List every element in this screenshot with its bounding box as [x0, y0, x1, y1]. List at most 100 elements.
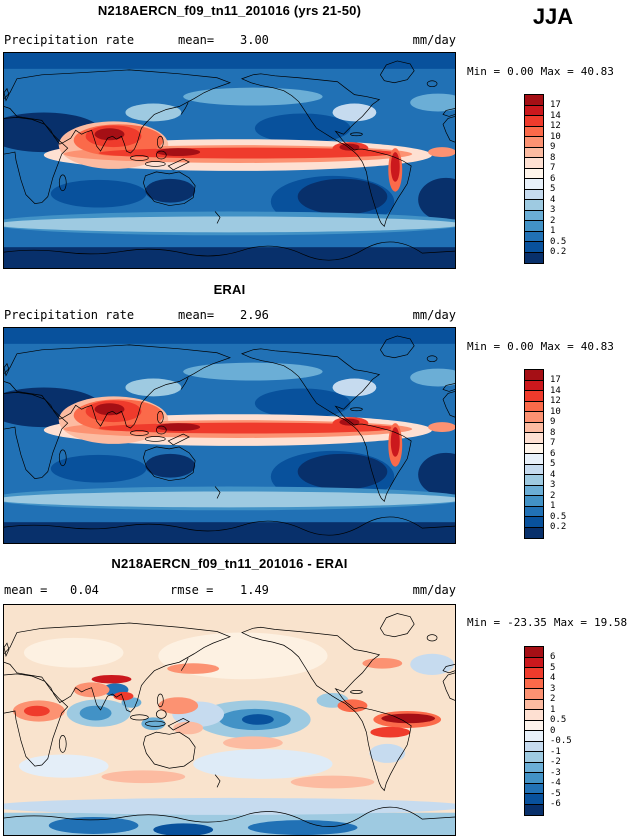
colorbar-cell — [525, 678, 543, 689]
min-value: 0.00 — [507, 65, 534, 78]
colorbar-cell — [525, 126, 543, 137]
colorbar-cell — [525, 443, 543, 454]
colorbar-tick-label: 9 — [550, 417, 556, 427]
min-value: 0.00 — [507, 340, 534, 353]
colorbar-model: 17 14 12 10 9 8 7 6 5 4 3 2 1 0.5 0.2 — [524, 94, 594, 264]
colorbar-tick-label: -3 — [550, 767, 561, 778]
minmax-row: Min = -23.35 Max = 19.58 — [467, 616, 643, 629]
colorbar-cells — [524, 646, 544, 816]
mean-value: 2.96 — [240, 308, 269, 322]
colorbar-difference: 6 5 4 3 2 1 0.5 0 -0.5 -1 -2 -3 -4 -5 -6 — [524, 646, 594, 816]
colorbar-cell — [525, 710, 543, 721]
min-label: Min = — [467, 65, 501, 78]
colorbar-tick-label: 6 — [550, 652, 556, 662]
panel-title: ERAI — [213, 282, 246, 297]
colorbar-tick-label: 6 — [550, 173, 556, 184]
mean-label: mean = — [4, 583, 48, 597]
colorbar-cell — [525, 221, 543, 232]
colorbar-cell — [525, 412, 543, 423]
max-label: Max = — [553, 616, 587, 629]
colorbar-tick-label: 10 — [550, 131, 561, 142]
map-model-precip — [3, 52, 456, 269]
mean-label: mean= — [178, 308, 215, 322]
colorbar-cell — [525, 242, 543, 253]
colorbar-tick-label: 0 — [550, 725, 556, 736]
colorbar-cell — [525, 741, 543, 752]
colorbar-tick-label: 7 — [550, 163, 556, 173]
max-label: Max = — [540, 340, 574, 353]
colorbar-tick-label: 3 — [550, 480, 556, 490]
units-label: mm/day — [412, 308, 456, 322]
minmax-row: Min = 0.00 Max = 40.83 — [467, 340, 643, 353]
panel-model: N218AERCN_f09_tn11_201016 (yrs 21-50) JJ… — [0, 0, 644, 275]
minmax-row: Min = 0.00 Max = 40.83 — [467, 65, 643, 78]
colorbar-tick-label: 0.5 — [550, 236, 567, 247]
units-label: mm/day — [412, 33, 456, 47]
colorbar-tick-label: 6 — [550, 448, 556, 459]
panel-title: N218AERCN_f09_tn11_201016 (yrs 21-50) — [97, 3, 362, 18]
colorbar-cell — [525, 189, 543, 200]
colorbar-tick-label: 7 — [550, 438, 556, 448]
min-label: Min = — [467, 616, 501, 629]
colorbar-cell — [525, 647, 543, 658]
field-label: Precipitation rate — [4, 33, 135, 47]
colorbar-cell — [525, 454, 543, 465]
map-difference — [3, 604, 456, 836]
mean-label: mean= — [178, 33, 215, 47]
colorbar-tick-label: 0.5 — [550, 715, 567, 725]
colorbar-tick-label: -1 — [550, 746, 561, 757]
colorbar-cell — [525, 752, 543, 763]
map-erai-precip — [3, 327, 456, 544]
colorbar-tick-label: 5 — [550, 459, 556, 469]
colorbar-cell — [525, 137, 543, 148]
colorbar-tick-label: 3 — [550, 683, 556, 694]
colorbar-cells — [524, 369, 544, 539]
min-label: Min = — [467, 340, 501, 353]
colorbar-tick-label: -0.5 — [550, 736, 572, 746]
colorbar-cell — [525, 527, 543, 538]
colorbar-cell — [525, 668, 543, 679]
colorbar-tick-label: -2 — [550, 757, 561, 767]
colorbar-cell — [525, 506, 543, 517]
colorbar-tick-label: -5 — [550, 788, 561, 799]
colorbar-tick-label: 5 — [550, 662, 556, 673]
colorbar-erai: 17 14 12 10 9 8 7 6 5 4 3 2 1 0.5 0.2 — [524, 369, 594, 539]
rmse-value: 1.49 — [240, 583, 269, 597]
colorbar-cell — [525, 158, 543, 169]
colorbar-tick-label: 0.2 — [550, 522, 567, 532]
colorbar-cell — [525, 794, 543, 805]
colorbar-cell — [525, 231, 543, 242]
colorbar-cell — [525, 699, 543, 710]
max-value: 40.83 — [580, 65, 614, 78]
colorbar-cell — [525, 147, 543, 158]
colorbar-tick-label: 12 — [550, 121, 561, 131]
colorbar-cell — [525, 433, 543, 444]
colorbar-tick-label: 4 — [550, 469, 556, 480]
colorbar-tick-label: 3 — [550, 205, 556, 215]
colorbar-cell — [525, 475, 543, 486]
colorbar-cell — [525, 168, 543, 179]
colorbar-tick-label: -4 — [550, 778, 561, 788]
colorbar-cell — [525, 783, 543, 794]
colorbar-tick-label: 9 — [550, 142, 556, 152]
colorbar-cell — [525, 517, 543, 528]
min-value: -23.35 — [507, 616, 547, 629]
colorbar-cell — [525, 391, 543, 402]
panel-difference: N218AERCN_f09_tn11_201016 - ERAI mean = … — [0, 550, 644, 840]
colorbar-tick-label: 12 — [550, 396, 561, 406]
colorbar-cell — [525, 380, 543, 391]
colorbar-tick-label: 0.2 — [550, 247, 567, 257]
colorbar-cell — [525, 689, 543, 700]
colorbar-cells — [524, 94, 544, 264]
colorbar-cell — [525, 179, 543, 190]
colorbar-tick-label: 1 — [550, 226, 556, 236]
colorbar-cell — [525, 401, 543, 412]
colorbar-tick-label: 4 — [550, 194, 556, 205]
colorbar-tick-label: 17 — [550, 100, 561, 110]
panel-erai: ERAI Precipitation rate mean= 2.96 mm/da… — [0, 275, 644, 550]
season-label: JJA — [532, 4, 574, 29]
colorbar-tick-label: 4 — [550, 673, 556, 683]
colorbar-tick-label: 17 — [550, 375, 561, 385]
colorbar-cell — [525, 657, 543, 668]
